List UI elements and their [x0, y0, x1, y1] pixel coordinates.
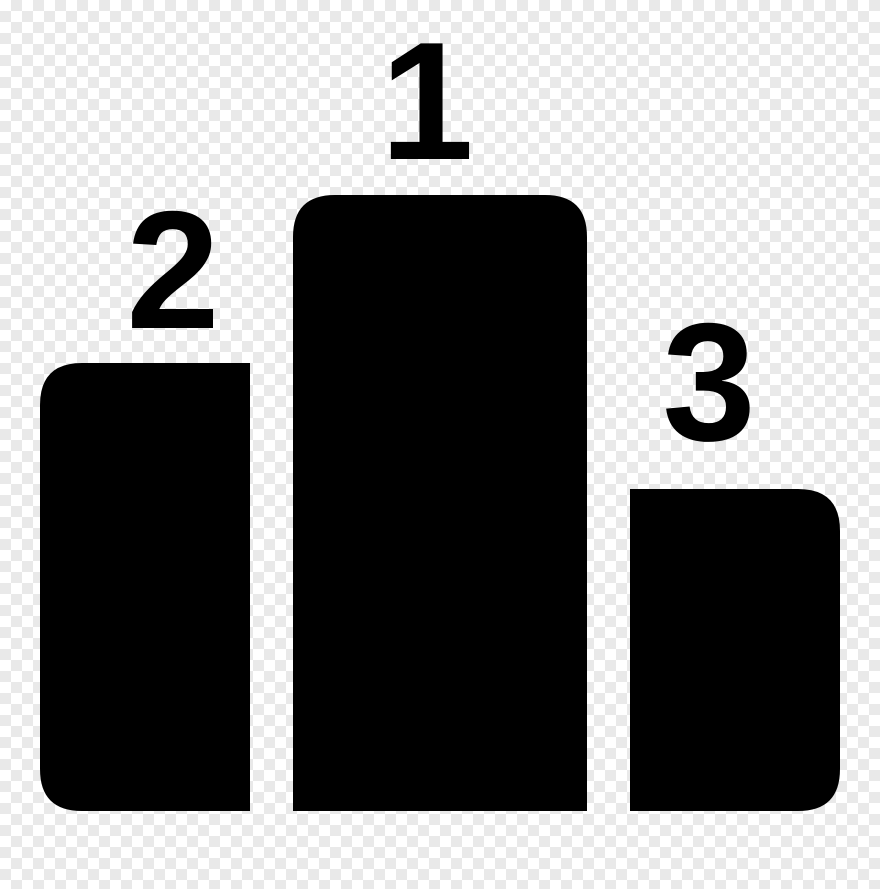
place-number-first: 1: [380, 7, 473, 195]
podium-block-second: [40, 363, 250, 811]
place-number-third: 3: [662, 288, 755, 476]
podium-block-third: [630, 489, 840, 811]
place-number-second: 2: [126, 176, 219, 364]
podium-block-first: [293, 195, 587, 811]
